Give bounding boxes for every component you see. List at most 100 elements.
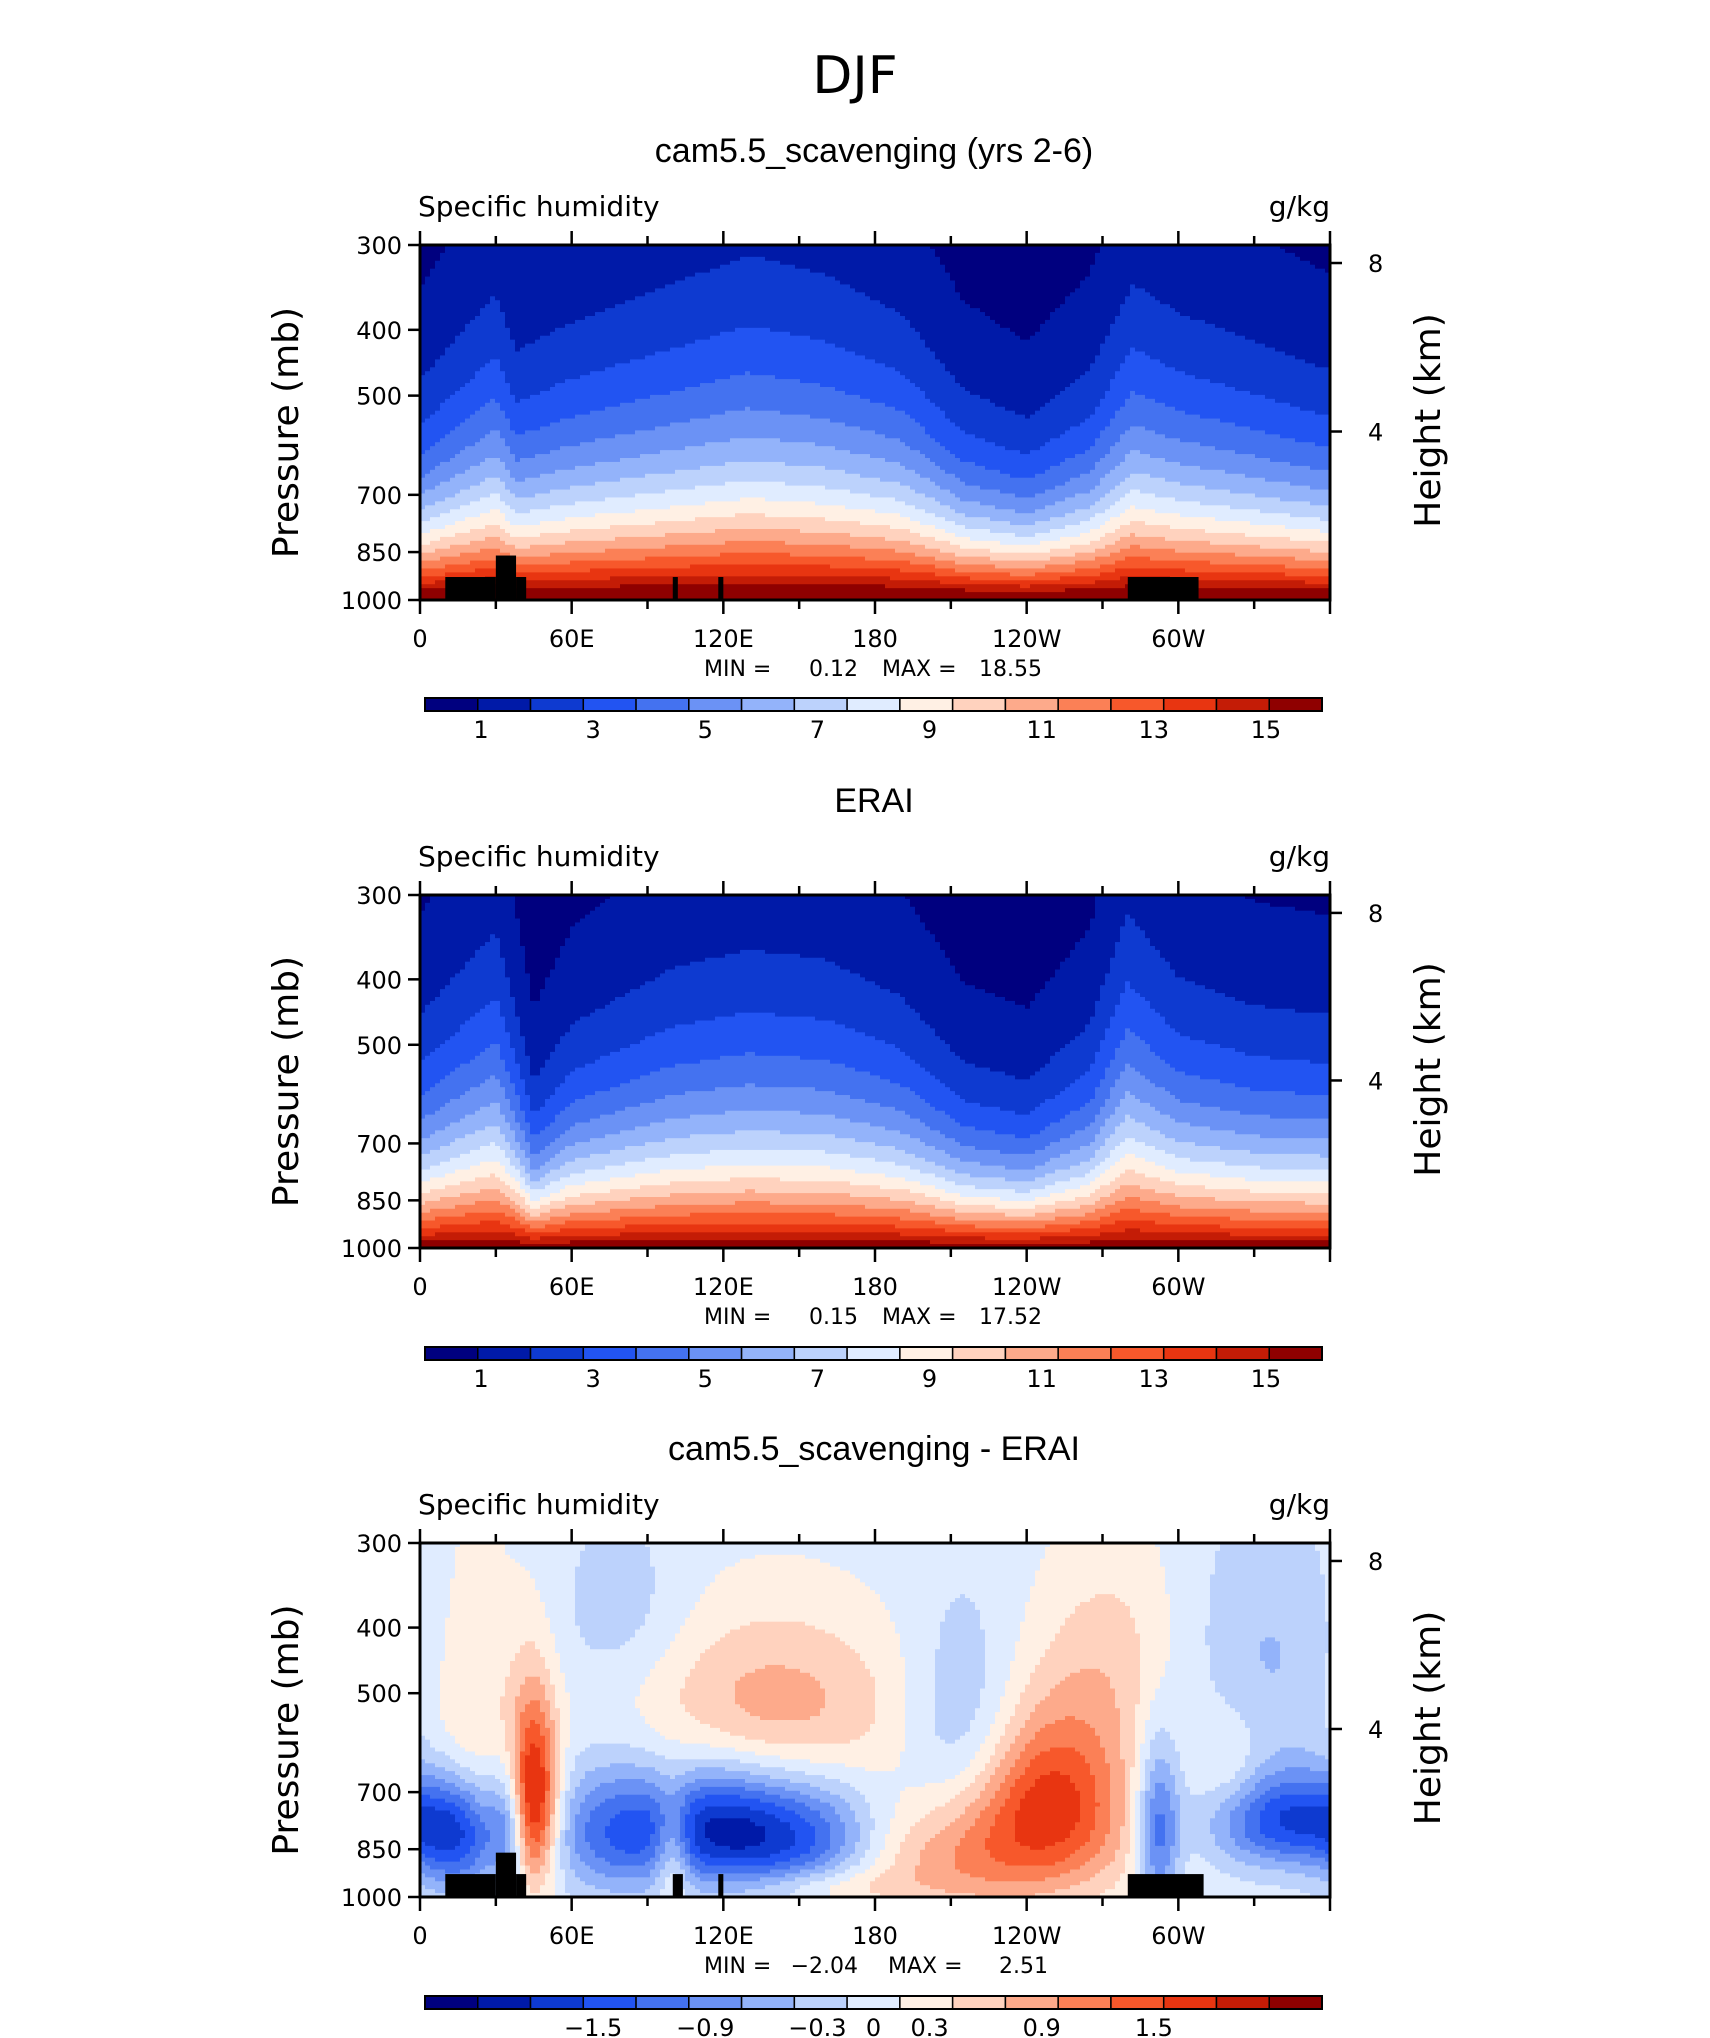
contour-cell: [865, 895, 871, 982]
contour-cell: [1305, 363, 1311, 412]
contour-cell: [1005, 1189, 1011, 1202]
contour-cell: [675, 489, 681, 506]
contour-cell: [1000, 1232, 1006, 1241]
contour-cell: [815, 1114, 821, 1135]
contour-cell: [675, 347, 681, 392]
contour-cell: [475, 501, 481, 518]
contour-cell: [735, 1165, 741, 1178]
contour-cell: [560, 945, 566, 1037]
contour-cell: [735, 1240, 741, 1249]
contour-cell: [510, 1130, 516, 1151]
contour-cell: [1155, 536, 1161, 550]
contour-cell: [955, 536, 961, 546]
contour-cell: [830, 1134, 836, 1155]
contour-cell: [565, 1075, 571, 1108]
contour-cell: [515, 548, 521, 558]
contour-cell: [750, 895, 756, 951]
contour-cell: [1020, 580, 1026, 589]
contour-cell: [1080, 544, 1086, 554]
contour-cell: [710, 501, 716, 518]
contour-cell: [1100, 580, 1106, 589]
contour-cell: [785, 1224, 791, 1233]
contour-cell: [475, 1177, 481, 1194]
contour-cell: [525, 430, 531, 459]
contour-cell: [965, 572, 971, 577]
contour-cell: [925, 458, 931, 479]
contour-cell: [420, 1228, 426, 1237]
contour-cell: [700, 1193, 706, 1206]
contour-cell: [725, 461, 731, 483]
contour-cell: [755, 540, 761, 554]
contour-cell: [550, 552, 556, 566]
contour-cell: [555, 1138, 561, 1155]
contour-cell: [905, 529, 911, 542]
contour-cell: [1285, 513, 1291, 530]
contour-cell: [1075, 584, 1081, 589]
contour-cell: [1280, 501, 1286, 514]
contour-cell: [880, 1040, 886, 1080]
contour-cell: [740, 576, 746, 585]
contour-cell: [875, 434, 881, 459]
contour-cell: [680, 576, 686, 585]
contour-cell: [955, 383, 961, 428]
contour-cell: [715, 465, 721, 487]
contour-cell: [605, 529, 611, 542]
contour-cell: [685, 965, 691, 1026]
contour-cell: [855, 576, 861, 585]
contour-cell: [475, 1130, 481, 1151]
contour-cell: [465, 446, 471, 471]
contour-cell: [930, 1106, 936, 1131]
contour-cell: [705, 501, 711, 518]
contour-cell: [420, 1059, 426, 1096]
contour-cell: [770, 1232, 776, 1241]
contour-cell: [1210, 446, 1216, 471]
contour-cell: [455, 390, 461, 428]
contour-cell: [1255, 588, 1261, 601]
contour-cell: [900, 1220, 906, 1229]
contour-cell: [545, 245, 551, 337]
contour-cell: [735, 1110, 741, 1131]
contour-cell: [745, 552, 751, 566]
contour-cell: [835, 1216, 841, 1226]
contour-cell: [515, 497, 521, 514]
contour-cell: [915, 556, 921, 566]
contour-cell: [520, 1244, 526, 1249]
contour-cell: [740, 1110, 746, 1131]
contour-cell: [790, 501, 796, 518]
contour-cell: [505, 521, 511, 534]
contour-cell: [640, 477, 646, 495]
contour-cell: [960, 556, 966, 566]
contour-cell: [1320, 560, 1326, 570]
contour-cell: [610, 1220, 616, 1229]
contour-cell: [990, 540, 996, 554]
contour-cell: [600, 1193, 606, 1202]
contour-cell: [915, 588, 921, 601]
contour-cell: [915, 1138, 921, 1159]
colorbar-swatch: [635, 697, 690, 712]
contour-cell: [565, 323, 571, 380]
contour-cell: [820, 1204, 826, 1214]
contour-cell: [710, 1181, 716, 1194]
contour-cell: [1035, 572, 1041, 581]
contour-cell: [765, 1212, 771, 1226]
contour-cell: [850, 973, 856, 1029]
contour-cell: [1095, 576, 1101, 581]
contour-cell: [635, 1197, 641, 1210]
contour-cell: [520, 1130, 526, 1151]
contour-cell: [745, 371, 751, 408]
contour-cell: [575, 1185, 581, 1198]
contour-cell: [525, 1193, 531, 1206]
contour-cell: [530, 497, 536, 510]
contour-cell: [1060, 556, 1066, 566]
contour-cell: [780, 564, 786, 577]
contour-cell: [810, 1224, 816, 1233]
contour-cell: [465, 505, 471, 518]
contour-cell: [750, 410, 756, 439]
contour-cell: [1110, 544, 1116, 554]
contour-cell: [520, 497, 526, 514]
contour-cell: [1020, 477, 1026, 499]
contour-cell: [505, 469, 511, 491]
contour-cell: [820, 1240, 826, 1249]
contour-cell: [485, 525, 491, 538]
contour-cell: [805, 556, 811, 566]
